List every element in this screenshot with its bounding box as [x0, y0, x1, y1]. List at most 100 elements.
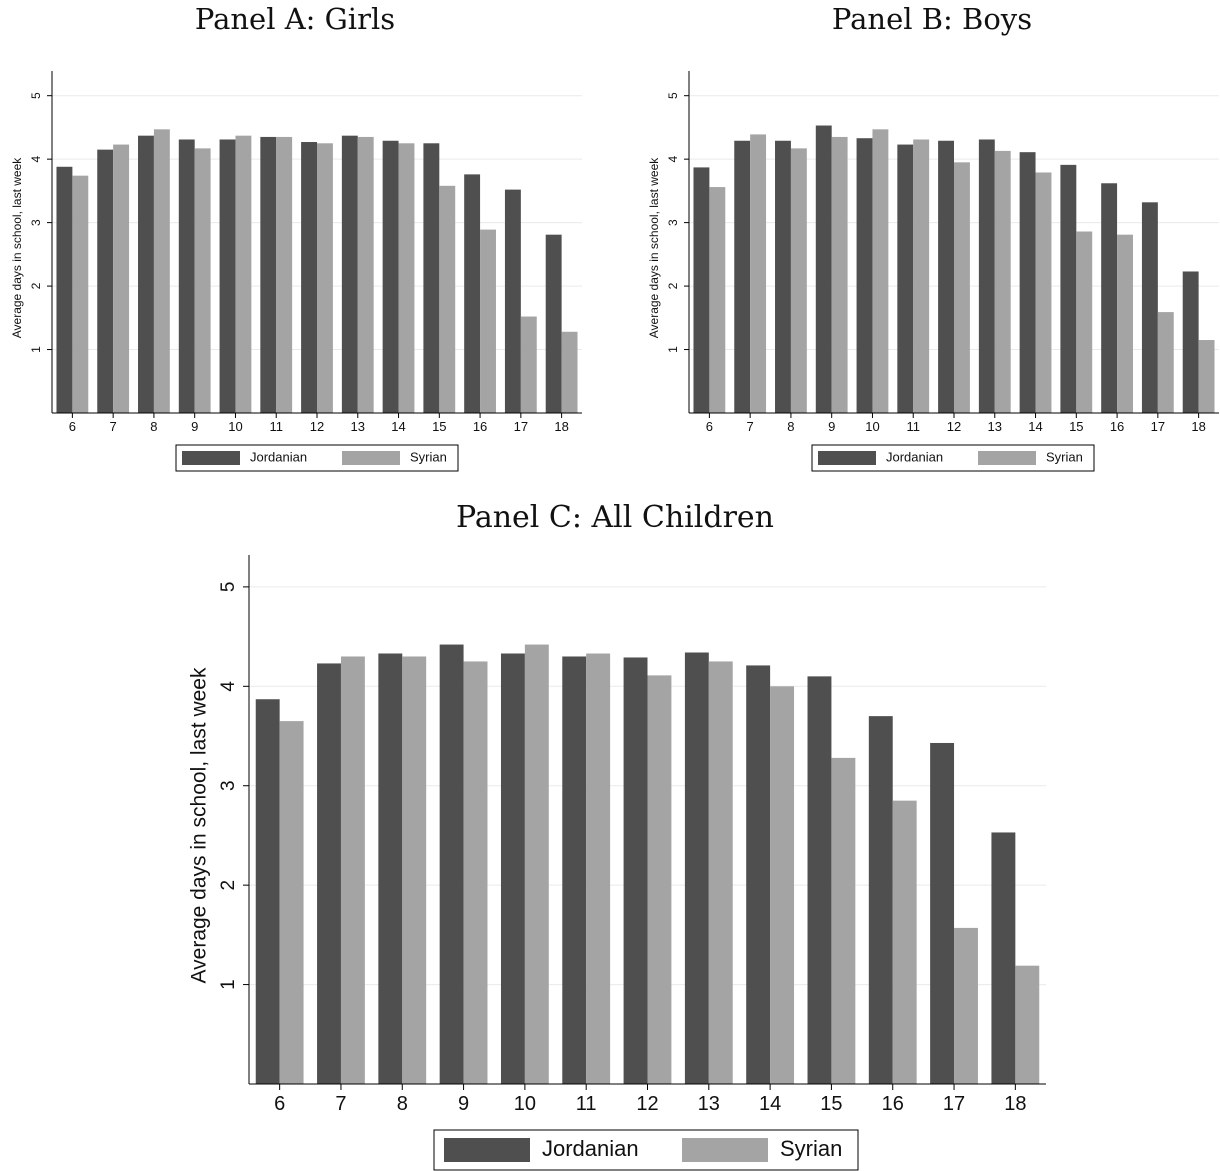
- legend-label-jordanian: Jordanian: [542, 1136, 639, 1161]
- x-tick-label: 11: [269, 419, 283, 434]
- y-tick-label: 3: [666, 219, 680, 226]
- bar-jordanian-age-17: [1141, 202, 1158, 413]
- y-tick-label: 1: [218, 979, 239, 990]
- x-tick-label: 18: [1191, 419, 1205, 434]
- bar-syrian-age-15: [1076, 231, 1093, 413]
- x-tick-label: 14: [1028, 419, 1042, 434]
- x-tick-label: 13: [698, 1093, 720, 1115]
- x-tick-label: 18: [554, 419, 568, 434]
- x-tick-label: 9: [828, 419, 835, 434]
- bar-jordanian-age-11: [897, 144, 914, 414]
- y-tick-label: 1: [29, 346, 43, 353]
- bar-jordanian-age-17: [504, 189, 521, 413]
- bar-jordanian-age-11: [260, 136, 277, 413]
- x-tick-label: 12: [947, 419, 961, 434]
- bar-jordanian-age-13: [341, 135, 358, 413]
- bar-syrian-age-16: [892, 800, 917, 1084]
- bar-syrian-age-9: [194, 148, 211, 413]
- x-tick-label: 13: [988, 419, 1002, 434]
- bar-jordanian-age-13: [684, 652, 709, 1084]
- bar-syrian-age-10: [872, 129, 889, 414]
- bar-syrian-age-8: [790, 148, 807, 413]
- y-tick-label: 3: [29, 219, 43, 226]
- legend-swatch-syrian: [978, 451, 1036, 465]
- legend-label-syrian: Syrian: [1046, 449, 1083, 464]
- bar-jordanian-age-8: [775, 140, 791, 413]
- bar-syrian-age-15: [831, 757, 856, 1084]
- x-tick-label: 10: [228, 419, 242, 434]
- bar-syrian-age-18: [1015, 965, 1040, 1084]
- bar-jordanian-age-14: [746, 665, 771, 1084]
- bar-jordanian-age-13: [978, 139, 995, 413]
- x-tick-label: 8: [397, 1093, 408, 1115]
- bar-syrian-age-6: [72, 175, 89, 413]
- x-tick-label: 6: [69, 419, 76, 434]
- legend-swatch-syrian: [342, 451, 400, 465]
- bar-syrian-age-18: [1198, 340, 1215, 413]
- x-tick-label: 15: [820, 1093, 842, 1115]
- x-tick-label: 10: [865, 419, 879, 434]
- panel-c-title: Panel C: All Children: [455, 500, 774, 535]
- bar-jordanian-age-15: [423, 143, 440, 413]
- bar-jordanian-age-18: [545, 234, 562, 413]
- bar-jordanian-age-6: [693, 167, 710, 413]
- bar-syrian-age-8: [153, 129, 170, 414]
- panel-b-title: Panel B: Boys: [831, 2, 1033, 36]
- x-tick-label: 9: [191, 419, 198, 434]
- bar-jordanian-age-14: [1019, 152, 1036, 413]
- y-tick-label: 5: [29, 92, 43, 99]
- bar-jordanian-age-6: [56, 166, 73, 413]
- bar-jordanian-age-9: [815, 125, 832, 414]
- y-tick-label: 4: [666, 155, 680, 162]
- bar-jordanian-age-10: [856, 138, 873, 413]
- x-tick-label: 6: [706, 419, 713, 434]
- y-tick-label: 4: [29, 155, 43, 162]
- bar-syrian-age-12: [647, 675, 672, 1084]
- x-tick-label: 8: [787, 419, 794, 434]
- x-tick-label: 13: [351, 419, 365, 434]
- bar-jordanian-age-12: [623, 657, 648, 1084]
- x-tick-label: 15: [432, 419, 446, 434]
- bar-syrian-age-10: [524, 644, 549, 1084]
- bar-syrian-age-18: [561, 331, 578, 413]
- bar-jordanian-age-7: [317, 663, 341, 1084]
- y-tick-label: 5: [666, 92, 680, 99]
- bar-jordanian-age-10: [500, 653, 525, 1084]
- bar-jordanian-age-16: [868, 716, 893, 1084]
- x-tick-label: 9: [458, 1093, 469, 1115]
- bar-syrian-age-11: [586, 653, 611, 1084]
- x-tick-label: 6: [274, 1093, 285, 1115]
- x-tick-label: 7: [747, 419, 754, 434]
- bar-syrian-age-11: [913, 139, 930, 413]
- bar-jordanian-age-8: [138, 135, 154, 413]
- bar-syrian-age-11: [276, 136, 293, 413]
- legend-swatch-syrian: [682, 1138, 768, 1162]
- y-tick-label: 1: [666, 346, 680, 353]
- x-tick-label: 16: [882, 1093, 904, 1115]
- bar-syrian-age-7: [750, 134, 767, 413]
- bar-syrian-age-10: [235, 135, 252, 413]
- bar-syrian-age-7: [340, 656, 365, 1084]
- bar-syrian-age-6: [279, 721, 304, 1084]
- bar-jordanian-age-16: [1101, 183, 1118, 413]
- bar-syrian-age-12: [954, 162, 970, 413]
- legend-swatch-jordanian: [444, 1138, 530, 1162]
- x-tick-label: 8: [150, 419, 157, 434]
- x-tick-label: 14: [391, 419, 405, 434]
- bar-jordanian-age-9: [178, 139, 195, 413]
- y-axis-title: Average days in school, last week: [647, 157, 661, 339]
- bar-syrian-age-8: [402, 656, 427, 1084]
- legend-label-jordanian: Jordanian: [886, 449, 943, 464]
- x-tick-label: 18: [1004, 1093, 1026, 1115]
- bar-syrian-age-6: [709, 187, 726, 413]
- bar-syrian-age-9: [831, 136, 848, 413]
- bar-syrian-age-17: [954, 927, 978, 1084]
- bar-jordanian-age-17: [930, 742, 955, 1084]
- bar-syrian-age-13: [994, 150, 1011, 413]
- bar-syrian-age-9: [463, 661, 488, 1084]
- x-tick-label: 15: [1069, 419, 1083, 434]
- x-tick-label: 17: [1151, 419, 1165, 434]
- bar-syrian-age-14: [1035, 172, 1052, 413]
